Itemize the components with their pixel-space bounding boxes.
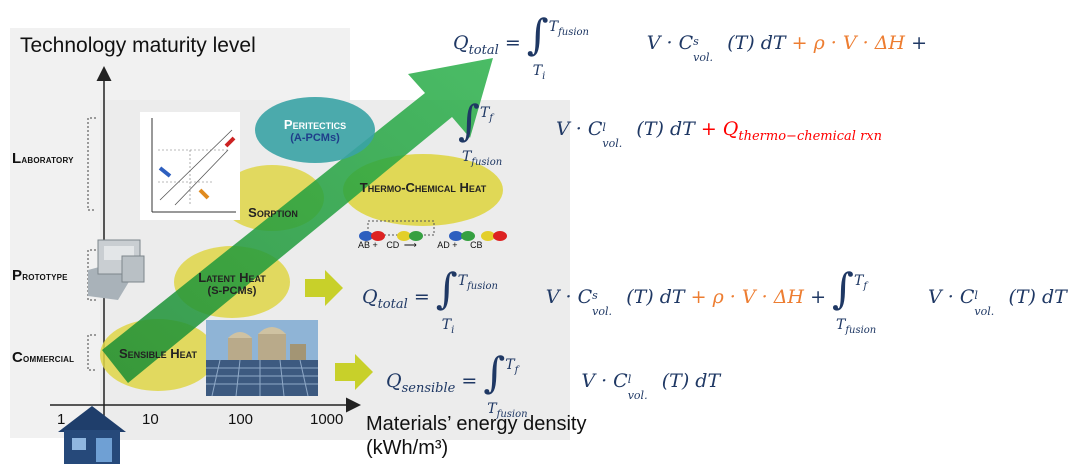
reaction-molecule-icon bbox=[359, 220, 507, 241]
industrial-plant-photo bbox=[206, 320, 318, 397]
level-prototype: Prototype bbox=[12, 267, 68, 284]
prototype-machine-icon bbox=[88, 239, 145, 300]
chart-title: Technology maturity level bbox=[20, 34, 256, 57]
y-level-brackets bbox=[87, 117, 96, 371]
peritectics-ellipse bbox=[255, 97, 375, 163]
latent-heat-label: Latent Heat (S-PCMs) bbox=[198, 270, 266, 297]
sensible-heat-label: Sensible Heat bbox=[118, 346, 197, 361]
house-icon bbox=[58, 406, 126, 464]
x-axis-label-line1: Materials’ energy density bbox=[366, 413, 587, 435]
reaction-label: AB + CD ⟶ AD + CB bbox=[358, 240, 483, 250]
phase-diagram-icon bbox=[140, 112, 240, 220]
x-tick-1000: 1000 bbox=[310, 411, 344, 428]
yellow-right-arrow-sensible bbox=[335, 354, 373, 390]
x-axis-label: Materials’ energy density (kWh/m³) bbox=[366, 412, 586, 460]
x-tick-100: 100 bbox=[228, 411, 254, 428]
x-tick-10: 10 bbox=[142, 411, 159, 428]
level-laboratory: Laboratory bbox=[12, 150, 74, 167]
x-axis-label-line2: (kWh/m³) bbox=[366, 437, 449, 459]
peritectics-label: Peritectics (A-PCMs) bbox=[283, 117, 347, 144]
green-maturity-arrow bbox=[102, 58, 493, 383]
level-commercial: Commercial bbox=[12, 349, 75, 366]
x-tick-1: 1 bbox=[57, 411, 66, 428]
sorption-label: Sorption bbox=[248, 205, 298, 220]
yellow-right-arrow-latent bbox=[305, 270, 343, 306]
thermo-chemical-label: Thermo-Chemical Heat bbox=[359, 180, 487, 195]
